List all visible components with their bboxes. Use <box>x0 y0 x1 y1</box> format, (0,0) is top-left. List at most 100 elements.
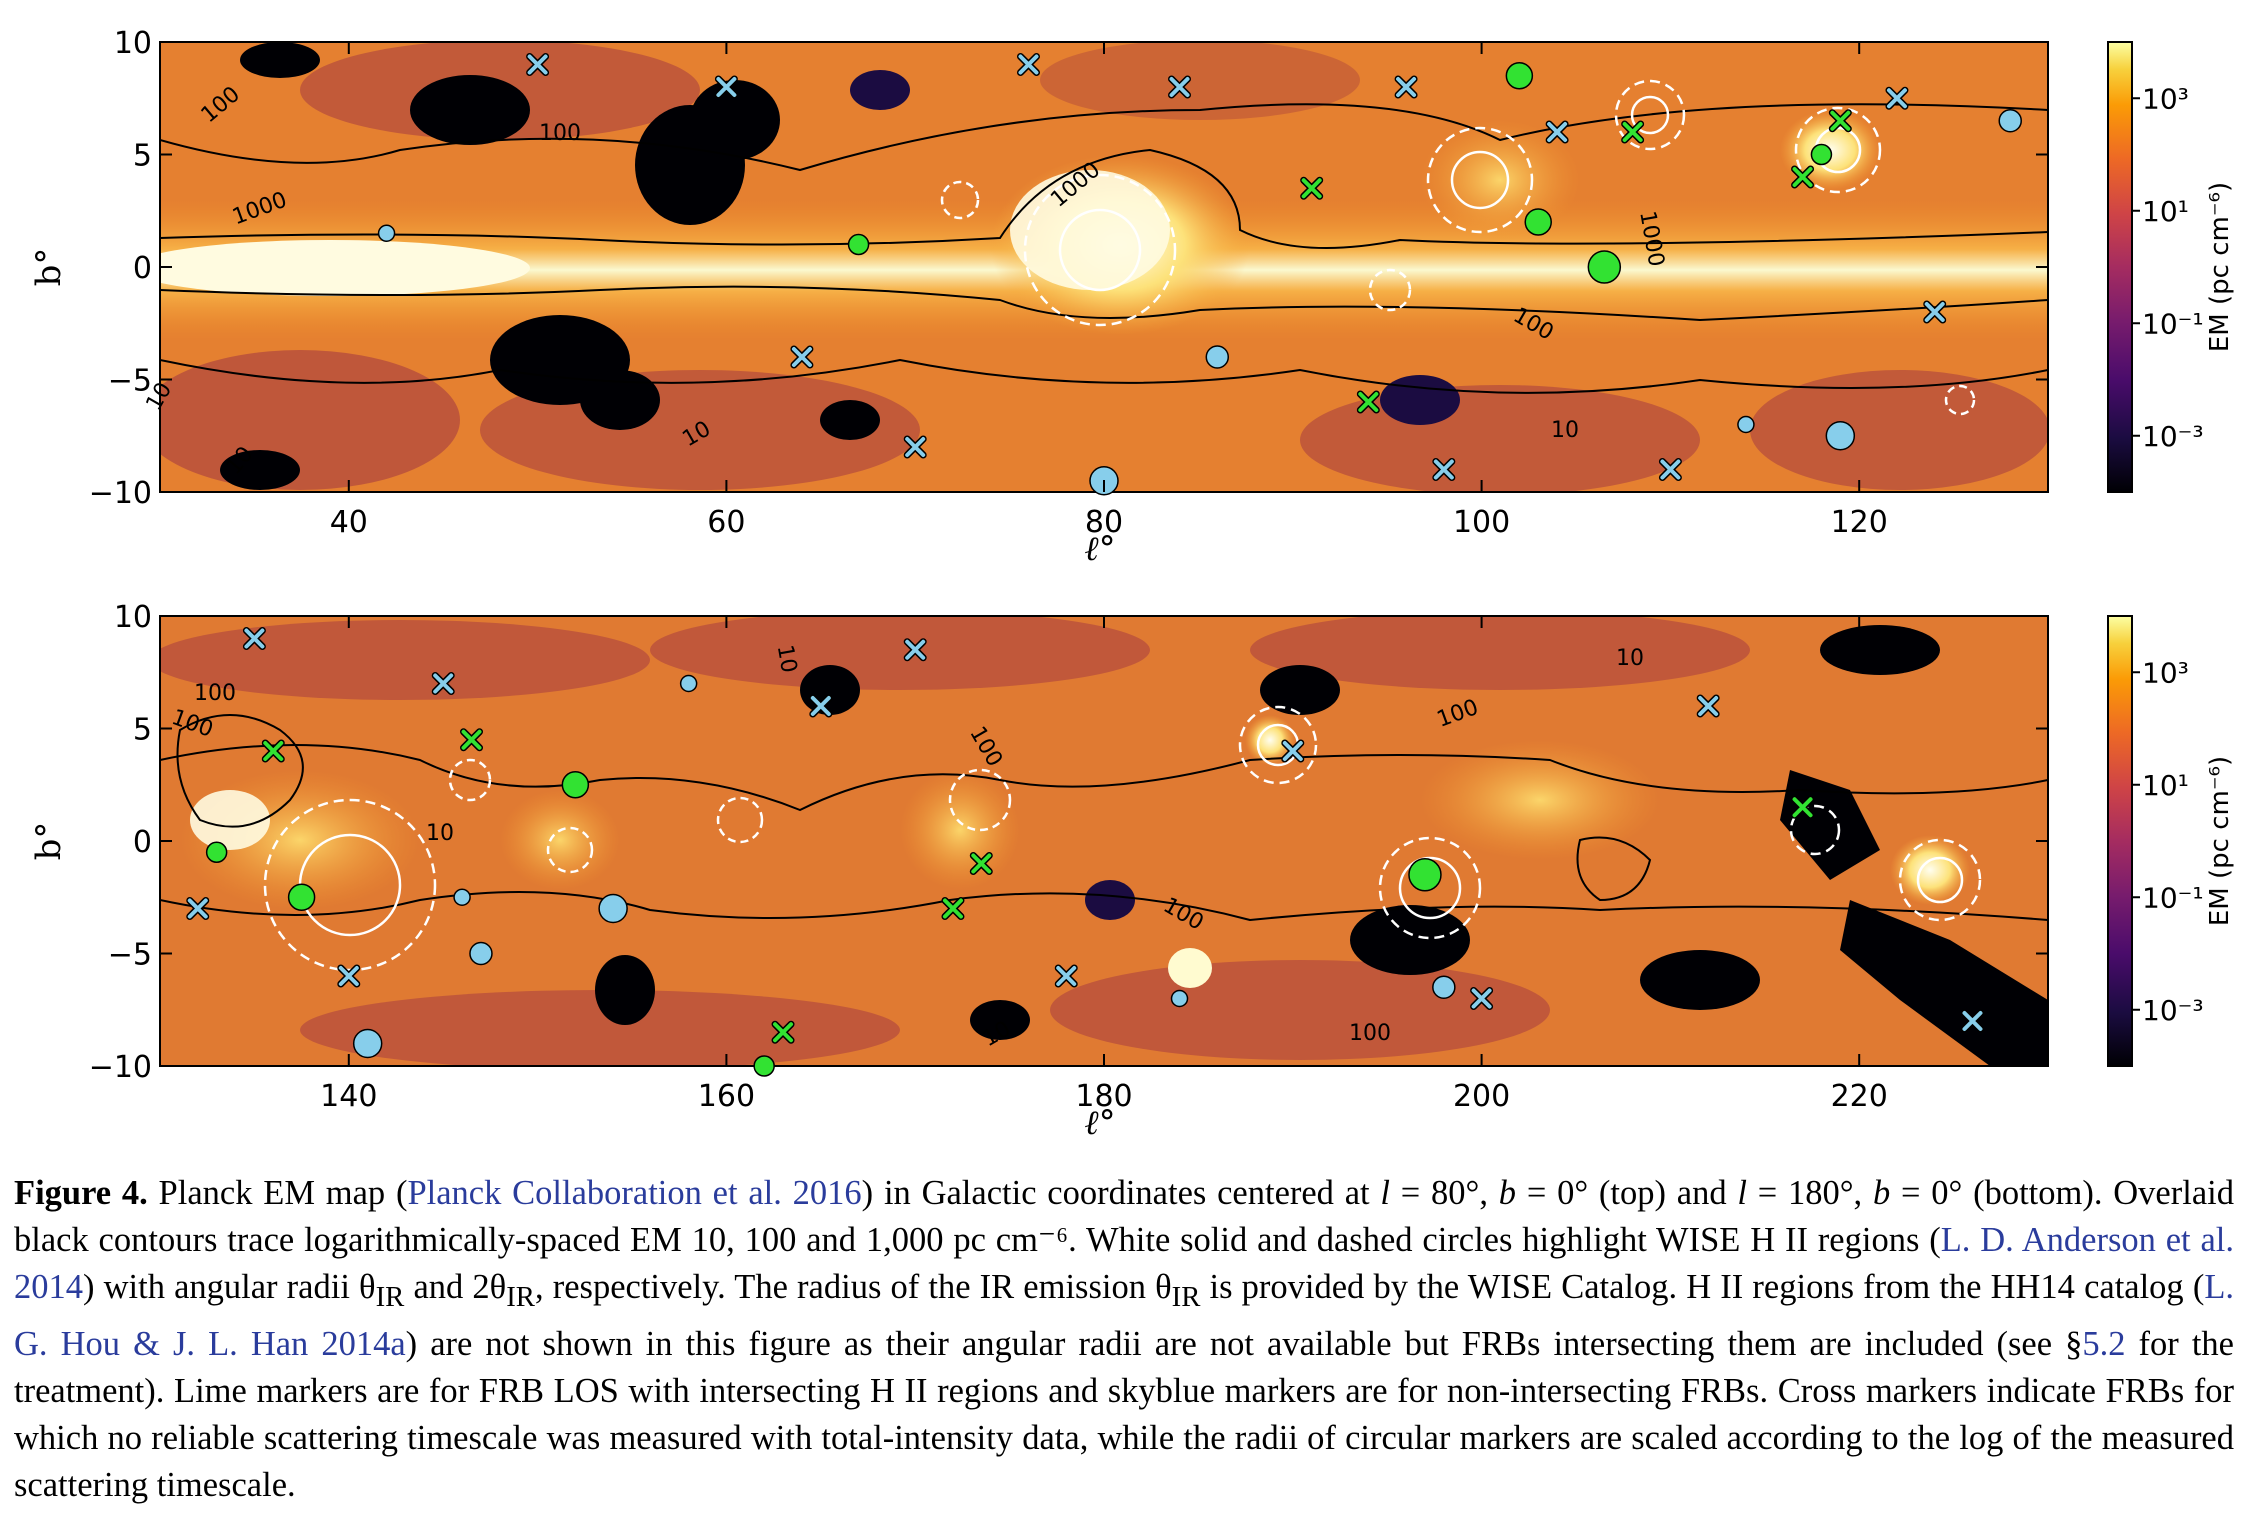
frb-marker-lime-cross <box>460 728 484 752</box>
y-tick-label: −10 <box>89 1050 152 1085</box>
contour-label: 10 <box>1616 646 1644 671</box>
frb-marker-lime-cross <box>1791 795 1815 819</box>
frb-marker-lime-circle <box>287 883 316 911</box>
frb-marker-skyblue-circle <box>1998 109 2022 133</box>
frb-marker-lime-cross <box>261 739 285 763</box>
frb-marker-skyblue-cross <box>1885 86 1909 110</box>
x-tick-label: 160 <box>698 1079 755 1114</box>
caption-text: = 0° (bottom). Overlaid black contours t… <box>14 1174 2234 1259</box>
caption-text: ) with angular radii θ <box>83 1268 376 1306</box>
top-y-axis: 10 5 0 −5 −10 <box>89 26 2048 511</box>
frb-marker-skyblue-circle <box>1170 989 1189 1008</box>
top-colorbar-label: EM (pc cm⁻⁶) <box>2205 182 2235 352</box>
frb-marker-lime-cross <box>1621 120 1645 144</box>
bottom-x-axis-label: ℓ° <box>1084 1103 1115 1143</box>
frb-marker-skyblue-circle <box>1432 975 1456 999</box>
caption-text: ) are not shown in this figure as their … <box>405 1324 2083 1363</box>
frb-marker-skyblue-cross <box>431 672 455 695</box>
frb-marker-skyblue-circle <box>352 1028 383 1059</box>
y-tick-label: −10 <box>89 476 152 511</box>
frb-marker-lime-circle <box>847 233 870 256</box>
bottom-y-axis: 10 5 0 −5 −10 <box>89 600 2048 1085</box>
frb-marker-skyblue-cross <box>1470 987 1494 1010</box>
frb-marker-lime-cross <box>1791 165 1815 189</box>
caption-text: = 180°, <box>1746 1174 1873 1212</box>
caption-symbol: b <box>1872 1174 1891 1212</box>
section-link[interactable]: 5.2 <box>2082 1324 2126 1363</box>
y-tick-label: 5 <box>133 139 152 174</box>
frb-marker-skyblue-cross <box>1054 964 1078 988</box>
frb-marker-lime-cross <box>1356 390 1380 414</box>
y-tick-label: −5 <box>108 364 152 399</box>
frb-marker-skyblue-cross <box>1281 739 1305 763</box>
frb-marker-skyblue-cross <box>526 53 550 76</box>
frb-marker-lime-circle <box>561 771 590 799</box>
citation-link-planck[interactable]: Planck Collaboration et al. 2016 <box>407 1174 862 1212</box>
colorbar-tick-label: 10⁻¹ <box>2142 307 2204 340</box>
x-tick-label: 40 <box>330 505 368 540</box>
frb-marker-skyblue-cross <box>242 627 266 650</box>
contour-label: 10 <box>426 821 454 846</box>
frb-marker-lime-circle <box>1587 250 1622 284</box>
x-tick-label: 200 <box>1453 1079 1510 1114</box>
frb-marker-skyblue-cross <box>1658 458 1682 481</box>
colorbar-tick-label: 10¹ <box>2142 195 2189 228</box>
frb-marker-skyblue-cross <box>714 75 738 99</box>
top-colorbar-ticks: 10³ 10¹ 10⁻¹ 10⁻³ <box>2132 82 2204 453</box>
frb-marker-lime-circle <box>1408 858 1442 892</box>
frb-marker-skyblue-circle <box>1825 421 1856 451</box>
frb-marker-lime-cross <box>941 897 965 920</box>
caption-subscript: IR <box>1171 1280 1201 1313</box>
contour-label: 100 <box>539 121 581 146</box>
colorbar-tick-label: 10¹ <box>2142 769 2189 802</box>
frb-marker-skyblue-circle <box>1737 415 1755 434</box>
x-tick-label: 120 <box>1831 505 1888 540</box>
citation-link-anderson[interactable]: L. D. Anderson et al. 2014 <box>14 1221 2234 1306</box>
frb-marker-skyblue-cross <box>1168 75 1192 99</box>
frb-marker-skyblue-cross <box>790 345 814 369</box>
y-tick-label: 5 <box>133 713 152 748</box>
bottom-colorbar-label: EM (pc cm⁻⁶) <box>2205 756 2235 926</box>
top-frb-markers <box>377 53 2022 496</box>
frb-marker-lime-circle <box>1524 208 1552 236</box>
caption-symbol: l <box>1737 1174 1747 1212</box>
bottom-colorbar-ticks: 10³ 10¹ 10⁻¹ 10⁻³ <box>2132 656 2204 1027</box>
y-tick-label: 10 <box>114 26 152 61</box>
bottom-x-axis: 140 160 180 200 220 <box>320 616 1888 1114</box>
colorbar-tick-label: 10⁻¹ <box>2142 881 2204 914</box>
frb-marker-lime-circle <box>1810 143 1833 166</box>
caption-symbol: b <box>1498 1174 1517 1212</box>
caption-text: and 2θ <box>404 1268 507 1306</box>
caption-text: Planck EM map ( <box>147 1174 408 1212</box>
frb-marker-skyblue-cross <box>1960 1009 1984 1033</box>
bottom-em-map <box>160 616 2048 1066</box>
y-tick-label: −5 <box>108 938 152 973</box>
colorbar-tick-label: 10⁻³ <box>2142 994 2204 1027</box>
bottom-colorbar: 10³ 10¹ 10⁻¹ 10⁻³ EM (pc cm⁻⁶) <box>2107 615 2235 1067</box>
top-x-axis: 40 60 80 100 120 <box>330 42 1888 540</box>
colorbar-tick-label: 10⁻³ <box>2142 420 2204 453</box>
frb-marker-skyblue-cross <box>1432 458 1456 481</box>
x-tick-label: 60 <box>707 505 745 540</box>
citation-link-hou-han[interactable]: L. G. Hou & J. L. Han 2014a <box>14 1268 2235 1363</box>
caption-subscript: IR <box>506 1280 535 1313</box>
top-colorbar: 10³ 10¹ 10⁻¹ 10⁻³ EM (pc cm⁻⁶) <box>2107 41 2235 493</box>
contour-label: 100 <box>1349 1021 1391 1046</box>
x-tick-label: 180 <box>1075 1079 1132 1114</box>
frb-marker-skyblue-cross <box>1923 300 1947 324</box>
figure-caption: Figure 4. Planck EM map (Planck Collabor… <box>14 1170 2234 1509</box>
top-y-axis-label: b° <box>29 248 69 287</box>
x-tick-label: 140 <box>320 1079 377 1114</box>
frb-marker-skyblue-cross <box>1394 75 1418 99</box>
frb-marker-skyblue-cross <box>1545 120 1569 144</box>
x-tick-label: 80 <box>1085 505 1123 540</box>
y-tick-label: 0 <box>133 251 152 286</box>
caption-text: = 80°, <box>1390 1174 1499 1212</box>
caption-text: = 0° (top) and <box>1516 1174 1738 1212</box>
frb-marker-skyblue-cross <box>809 694 833 718</box>
frb-marker-skyblue-circle <box>377 224 396 242</box>
frb-marker-lime-circle <box>753 1055 775 1077</box>
top-em-map <box>160 42 2048 492</box>
